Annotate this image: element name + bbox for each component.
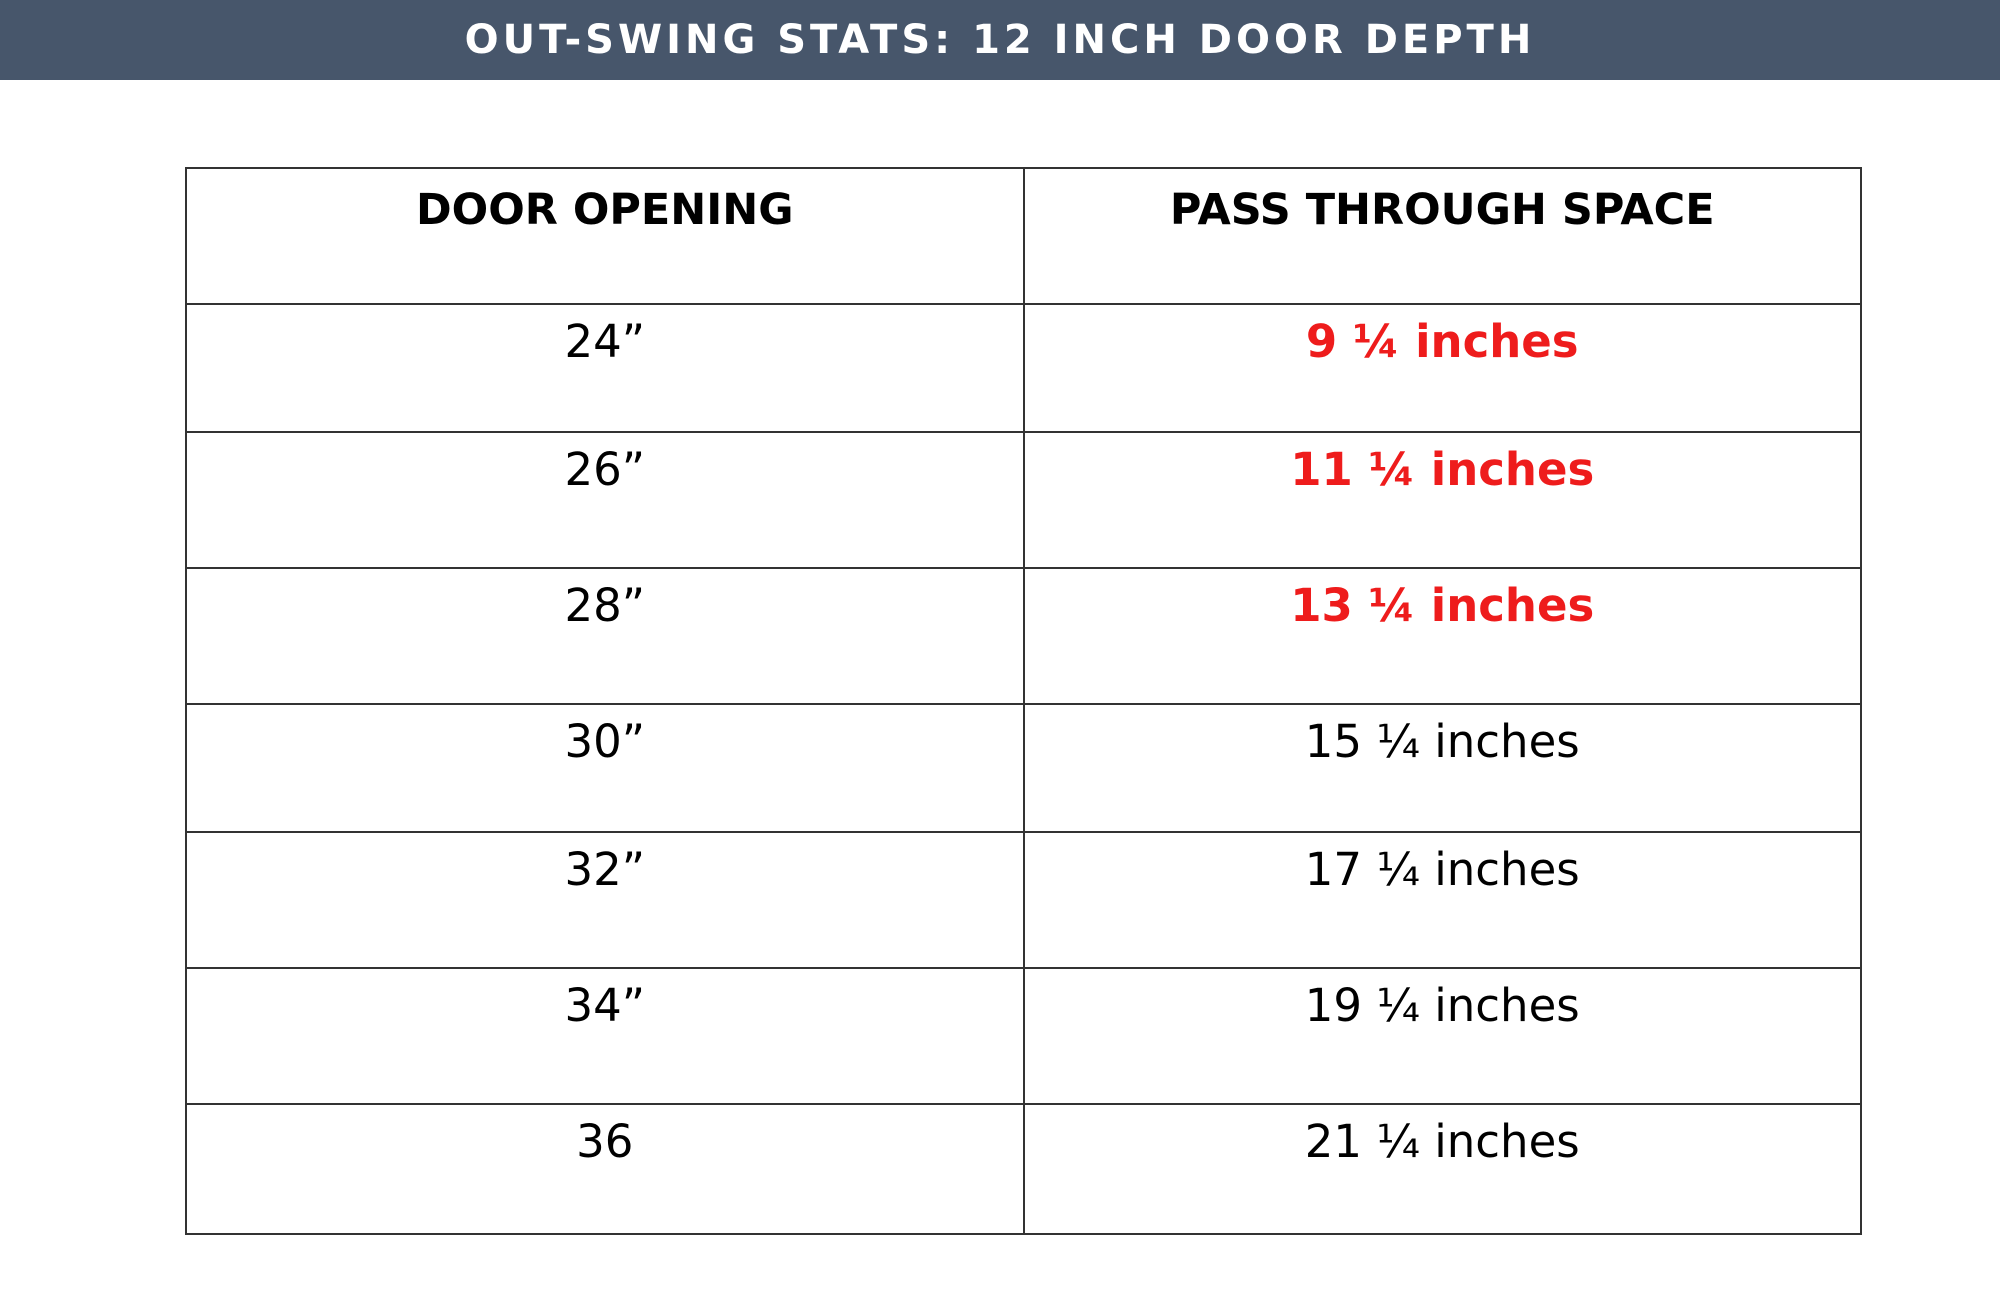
pass-through-cell: 19 ¼ inches (1022, 967, 1862, 1105)
door-opening-cell: 36 (185, 1103, 1025, 1235)
pass-through-cell: 13 ¼ inches (1022, 567, 1862, 705)
table-row: 36 21 ¼ inches (185, 1103, 1862, 1235)
header-pass-through-space: PASS THROUGH SPACE (1022, 167, 1862, 305)
pass-through-cell: 21 ¼ inches (1022, 1103, 1862, 1235)
door-opening-cell: 24” (185, 303, 1025, 433)
header-door-opening: DOOR OPENING (185, 167, 1025, 305)
table-row: 34” 19 ¼ inches (185, 967, 1862, 1105)
stats-table-container: DOOR OPENING PASS THROUGH SPACE 24” 9 ¼ … (185, 167, 1862, 1235)
door-opening-cell: 32” (185, 831, 1025, 969)
pass-through-cell: 15 ¼ inches (1022, 703, 1862, 833)
door-opening-cell: 28” (185, 567, 1025, 705)
table-row: 24” 9 ¼ inches (185, 303, 1862, 433)
table-header-row: DOOR OPENING PASS THROUGH SPACE (185, 167, 1862, 305)
stats-table: DOOR OPENING PASS THROUGH SPACE 24” 9 ¼ … (185, 167, 1862, 1235)
pass-through-cell: 17 ¼ inches (1022, 831, 1862, 969)
pass-through-cell: 11 ¼ inches (1022, 431, 1862, 569)
door-opening-cell: 30” (185, 703, 1025, 833)
title-banner: OUT-SWING STATS: 12 INCH DOOR DEPTH (0, 0, 2000, 80)
door-opening-cell: 34” (185, 967, 1025, 1105)
table-row: 32” 17 ¼ inches (185, 831, 1862, 969)
door-opening-cell: 26” (185, 431, 1025, 569)
table-row: 30” 15 ¼ inches (185, 703, 1862, 833)
page-title: OUT-SWING STATS: 12 INCH DOOR DEPTH (464, 17, 1536, 63)
pass-through-cell: 9 ¼ inches (1022, 303, 1862, 433)
table-row: 28” 13 ¼ inches (185, 567, 1862, 705)
table-row: 26” 11 ¼ inches (185, 431, 1862, 569)
